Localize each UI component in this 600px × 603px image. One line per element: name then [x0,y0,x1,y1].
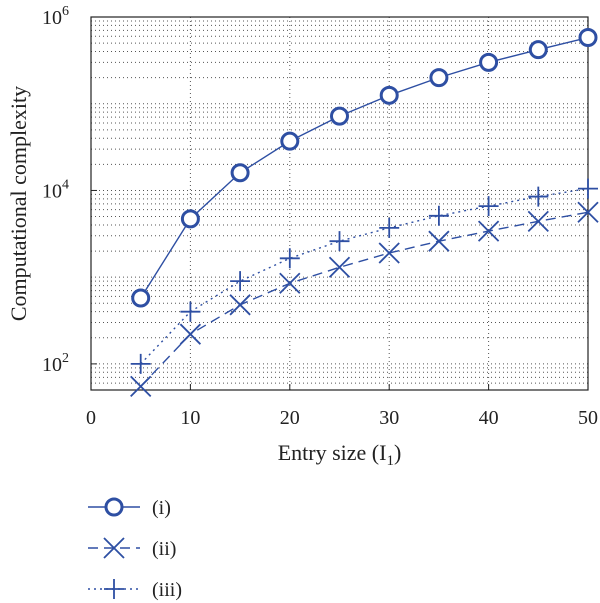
x-tick-label: 0 [86,407,96,429]
series-line [140,36,589,299]
legend-marker [104,497,124,517]
data-point-marker [479,52,499,72]
series-1 [131,28,598,308]
legend-item: (ii) [88,537,176,560]
data-point-marker [528,186,549,207]
x-tick-label: 20 [280,407,300,429]
data-point-marker [578,28,598,48]
data-point-marker [428,205,449,226]
legend-label: (ii) [152,538,176,560]
y-axis-label: Computational complexity [6,86,31,321]
data-point-marker [279,248,300,269]
data-point-marker [477,220,500,242]
legend-item: (iii) [88,579,182,601]
data-point-marker [378,242,400,264]
series-2 [130,201,599,398]
data-point-marker [330,106,349,126]
legend: (i) (ii) (iii) [88,497,182,601]
data-point-marker [230,163,250,183]
data-point-marker [527,210,549,233]
legend-label: (i) [152,497,171,519]
data-point-marker [328,256,351,278]
data-point-marker [279,272,301,294]
data-point-marker [428,230,450,252]
x-tick-label: 50 [578,407,598,429]
data-point-marker [180,209,200,229]
x-tick-label: 30 [379,407,399,429]
axis-ticks: 0 10 20 30 40 50 102 104 106 [42,4,598,429]
data-point-marker [130,375,152,398]
data-point-marker [329,231,350,252]
y-tick-label: 104 [42,177,69,202]
data-point-marker [230,271,251,292]
series-line [140,211,589,387]
series-3 [130,178,598,374]
data-point-marker [229,294,251,316]
grid [91,17,588,390]
legend-marker [103,537,125,559]
data-point-marker [528,40,548,60]
plot-frame [90,16,589,391]
data-point-marker [379,217,400,238]
data-point-marker [577,201,599,223]
data-point-marker [280,131,300,151]
y-tick-label: 102 [42,351,69,376]
legend-item: (i) [88,497,171,519]
data-point-marker [131,288,151,308]
y-tick-label: 106 [42,4,69,29]
x-axis-label: Entry size (I1) [278,440,402,469]
data-point-marker [130,353,151,374]
data-point-marker [179,323,202,345]
data-point-marker [429,68,449,88]
x-tick-label: 40 [479,407,499,429]
data-point-marker [379,85,399,105]
data-point-marker [478,196,499,217]
data-point-marker [578,178,598,199]
legend-label: (iii) [152,579,182,601]
data-point-marker [180,301,201,322]
x-tick-label: 10 [180,407,200,429]
legend-marker [104,579,124,599]
series-group [130,28,599,398]
